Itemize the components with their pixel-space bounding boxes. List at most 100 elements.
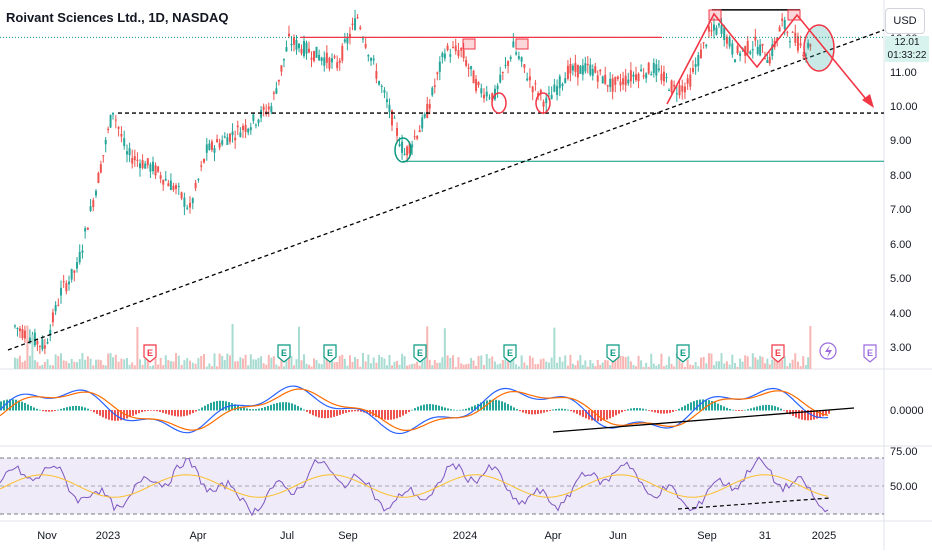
volume-bar: [249, 354, 252, 369]
volume-bar: [218, 353, 221, 369]
macd-hist-bar: [801, 410, 803, 420]
macd-hist-bar: [750, 408, 752, 411]
candle-body: [57, 304, 60, 306]
volume-bar: [428, 359, 431, 369]
volume-bar: [177, 355, 180, 369]
currency-button[interactable]: USD: [885, 8, 925, 34]
macd-hist-bar: [555, 409, 557, 411]
volume-bar: [438, 362, 441, 369]
candle-body: [710, 30, 713, 32]
candle-body: [483, 94, 486, 99]
earnings-marker-shape: [277, 344, 291, 363]
volume-bar: [766, 358, 769, 369]
candle-body: [599, 69, 602, 72]
macd-hist-bar: [687, 403, 689, 411]
volume-bar: [504, 355, 507, 369]
volume-bar: [290, 356, 293, 369]
candle-body: [164, 178, 167, 181]
macd-hist-bar: [471, 406, 473, 411]
candle-body: [564, 78, 567, 84]
candle-body: [290, 43, 293, 46]
macd-hist-bar: [549, 410, 551, 411]
macd-hist-bar: [411, 409, 413, 411]
volume-bar: [710, 353, 713, 369]
volume-bar: [390, 365, 393, 369]
macd-hist-bar: [0, 401, 2, 411]
candle-body: [78, 252, 81, 263]
candle-body: [295, 40, 298, 50]
candle-body: [241, 125, 244, 130]
volume-bar: [16, 358, 19, 369]
volume-bar: [401, 353, 404, 369]
candle-body: [556, 86, 559, 95]
candle-body: [231, 131, 234, 136]
candle-body: [642, 75, 645, 77]
candle-body: [609, 78, 612, 88]
candle-body: [167, 183, 170, 187]
y-tick-label: 10.00: [890, 101, 918, 113]
macd-hist-bar: [540, 410, 542, 414]
macd-hist-bar: [456, 409, 458, 411]
candle-body: [180, 192, 183, 199]
macd-hist-bar: [756, 406, 758, 411]
volume-bar: [594, 366, 597, 369]
macd-hist-bar: [243, 407, 245, 411]
x-tick-label: Apr: [544, 530, 561, 542]
candle-body: [480, 88, 483, 94]
macd-hist-bar: [276, 403, 278, 411]
macd-hist-bar: [591, 410, 593, 421]
volume-bar: [606, 360, 609, 369]
earnings-marker-shape: [503, 344, 517, 363]
candle-body: [157, 166, 160, 172]
macd-hist-bar: [213, 401, 215, 411]
volume-bar: [191, 362, 194, 369]
candles: [13, 9, 812, 355]
candle-body: [159, 175, 162, 179]
macd-hist-bar: [318, 410, 320, 418]
macd-hist-bar: [96, 410, 98, 414]
candle-body: [418, 130, 421, 133]
candle-body: [139, 163, 141, 169]
candle-body: [571, 65, 574, 71]
candle-body: [133, 156, 136, 161]
candle-body: [739, 53, 742, 56]
candle-body: [236, 125, 239, 128]
candle-body: [616, 76, 619, 80]
candle-body: [686, 78, 689, 84]
macd-hist-bar: [186, 410, 188, 416]
earnings-marker: E: [277, 344, 291, 363]
candle-body: [768, 56, 771, 64]
candle-body: [378, 81, 381, 85]
candle-body: [325, 52, 328, 63]
macd-hist-bar: [420, 405, 422, 411]
candle-body: [162, 179, 165, 185]
candle-body: [177, 185, 180, 187]
volume-bar: [655, 365, 658, 369]
volume-bar: [254, 359, 257, 369]
volume-bar: [221, 355, 224, 369]
volume-bar: [239, 357, 242, 369]
volume-bar: [164, 355, 167, 369]
candle-body: [191, 198, 194, 204]
volume-bar: [558, 356, 561, 369]
candle-body: [488, 97, 491, 99]
macd-hist-bar: [195, 410, 197, 412]
highlight-circle: [394, 137, 412, 163]
macd-hist-bar: [789, 410, 791, 415]
macd-hist-bar: [702, 399, 704, 411]
volume-bar: [457, 357, 460, 369]
macd-hist-bar: [690, 402, 692, 411]
earnings-marker-shape: [413, 344, 427, 363]
earnings-marker-shape: [606, 344, 620, 363]
macd-hist-bar: [24, 402, 26, 411]
candle-body: [308, 48, 311, 53]
volume-bar: [637, 355, 640, 369]
macd-hist-bar: [165, 410, 167, 414]
earnings-marker: E: [863, 344, 877, 363]
macd-hist-bar: [519, 410, 521, 412]
macd-hist-bar: [717, 403, 719, 411]
candle-body: [627, 79, 630, 84]
candle-body: [717, 23, 720, 26]
earnings-marker-label: E: [775, 348, 781, 358]
